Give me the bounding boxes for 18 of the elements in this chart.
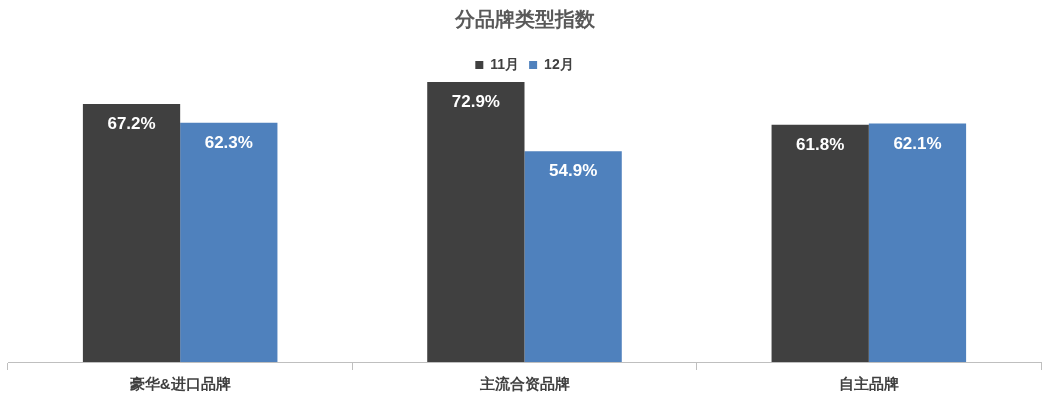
data-label: 54.9% [549, 161, 598, 181]
bar [427, 82, 525, 362]
bar [524, 151, 622, 362]
x-tick-label: 自主品牌 [838, 375, 899, 393]
legend-label: 12月 [544, 55, 574, 72]
data-label: 67.2% [107, 114, 156, 134]
data-label: 62.1% [893, 133, 942, 153]
bar [868, 123, 967, 362]
bar [82, 103, 181, 362]
data-label: 61.8% [796, 134, 845, 154]
data-label: 62.3% [204, 132, 253, 152]
x-tick-label: 豪华&进口品牌 [128, 375, 231, 393]
bar [180, 122, 278, 362]
bar [771, 124, 869, 362]
x-tick-label: 主流合资品牌 [478, 375, 570, 393]
data-label: 72.9% [451, 92, 500, 112]
chart-title: 分品牌类型指数 [453, 7, 596, 30]
legend-label: 11月 [490, 55, 520, 72]
